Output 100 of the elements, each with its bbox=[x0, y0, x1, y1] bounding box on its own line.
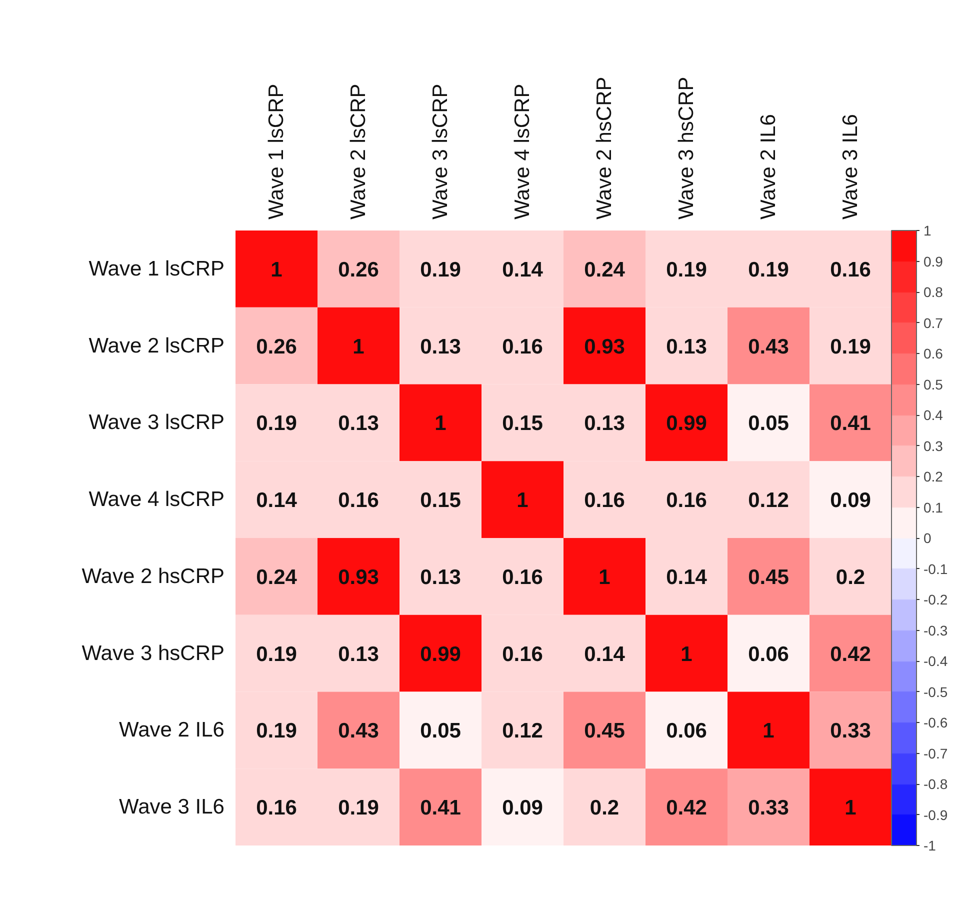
x-tick-label: Wave 2 lsCRP bbox=[347, 84, 370, 220]
data-label: 0.13 bbox=[420, 566, 461, 589]
data-label: 1 bbox=[270, 258, 283, 282]
data-label: 0.15 bbox=[502, 412, 544, 436]
color-bar-label: 0.9 bbox=[924, 253, 944, 270]
color-bar-label: -0.5 bbox=[924, 684, 948, 700]
data-label: 0.33 bbox=[830, 720, 871, 743]
data-label: 0.16 bbox=[584, 489, 625, 512]
data-label: 0.19 bbox=[748, 258, 789, 282]
data-label: 0.26 bbox=[256, 335, 297, 358]
data-label: 0.19 bbox=[338, 796, 379, 820]
data-label: 0.26 bbox=[338, 258, 379, 282]
data-label: 0.16 bbox=[502, 335, 543, 358]
data-label: 0.2 bbox=[836, 566, 866, 589]
data-label: 0.13 bbox=[420, 335, 461, 358]
data-label: 0.05 bbox=[420, 720, 462, 743]
data-label: 0.19 bbox=[830, 335, 871, 358]
y-tick-label: Wave 2 IL6 bbox=[119, 718, 225, 742]
data-label: 1 bbox=[598, 566, 611, 589]
x-tick-label: Wave 2 hsCRP bbox=[593, 76, 616, 220]
data-label: 0.19 bbox=[256, 720, 297, 743]
data-label: 0.09 bbox=[502, 796, 543, 820]
data-label: 0.12 bbox=[502, 720, 543, 743]
data-label: 0.19 bbox=[256, 412, 297, 436]
y-tick-label: Wave 3 lsCRP bbox=[88, 411, 225, 434]
x-tick-label: Wave 2 IL6 bbox=[757, 114, 780, 220]
data-label: 0.13 bbox=[338, 642, 379, 666]
data-label: 0.14 bbox=[666, 566, 708, 589]
data-label: 0.13 bbox=[666, 335, 707, 358]
data-label: 0.93 bbox=[338, 566, 379, 589]
x-tick-label: Wave 3 IL6 bbox=[839, 114, 862, 220]
data-label: 1 bbox=[516, 489, 529, 512]
data-label: 0.13 bbox=[584, 412, 625, 436]
color-bar-label: -1 bbox=[924, 838, 936, 854]
color-bar-label: 0.4 bbox=[924, 407, 944, 423]
x-tick-label: Wave 3 lsCRP bbox=[429, 84, 452, 220]
color-bar-label: 0.2 bbox=[924, 468, 944, 484]
data-label: 0.16 bbox=[338, 489, 379, 512]
data-label: 0.05 bbox=[748, 412, 790, 436]
data-label: 1 bbox=[844, 796, 857, 820]
color-bar-label: 0 bbox=[924, 530, 932, 546]
color-bar-label: 0.6 bbox=[924, 346, 944, 362]
data-label: 0.41 bbox=[830, 412, 872, 436]
data-label: 0.24 bbox=[584, 258, 626, 282]
data-label: 0.19 bbox=[420, 258, 461, 282]
color-bar-label: 0.3 bbox=[924, 438, 944, 454]
data-label: 0.19 bbox=[256, 642, 297, 666]
color-bar-label: -0.9 bbox=[924, 806, 948, 823]
color-bar-label: -0.1 bbox=[924, 560, 948, 577]
color-bar-label: -0.2 bbox=[924, 592, 948, 608]
data-label: 0.16 bbox=[502, 642, 543, 666]
data-label: 0.2 bbox=[590, 796, 620, 820]
color-bar-label: 1 bbox=[924, 222, 932, 238]
data-label: 1 bbox=[762, 720, 775, 743]
data-label: 0.14 bbox=[502, 258, 544, 282]
y-tick-label: Wave 3 IL6 bbox=[119, 796, 225, 819]
color-bar-label: 0.8 bbox=[924, 284, 944, 300]
color-bar-label: -0.4 bbox=[924, 653, 948, 669]
data-label: 0.99 bbox=[666, 412, 707, 436]
y-tick-label: Wave 4 lsCRP bbox=[88, 488, 225, 512]
data-label: 0.43 bbox=[748, 335, 789, 358]
data-label: 0.93 bbox=[584, 335, 625, 358]
data-label: 0.06 bbox=[748, 642, 789, 666]
data-label: 0.42 bbox=[830, 642, 871, 666]
data-label: 0.42 bbox=[666, 796, 707, 820]
data-label: 0.14 bbox=[256, 489, 298, 512]
data-label: 0.06 bbox=[666, 720, 707, 743]
data-label: 0.45 bbox=[584, 720, 626, 743]
data-label: 0.16 bbox=[830, 258, 871, 282]
color-bar-label: -0.3 bbox=[924, 622, 948, 638]
y-tick-label: Wave 1 lsCRP bbox=[88, 257, 225, 280]
data-label: 0.43 bbox=[338, 720, 379, 743]
data-label: 0.09 bbox=[830, 489, 871, 512]
data-label: 0.16 bbox=[256, 796, 297, 820]
data-label: 0.33 bbox=[748, 796, 789, 820]
data-label: 0.16 bbox=[502, 566, 543, 589]
data-label: 0.45 bbox=[748, 566, 790, 589]
x-tick-label: Wave 3 hsCRP bbox=[675, 76, 698, 220]
data-label: 0.19 bbox=[666, 258, 707, 282]
data-label: 1 bbox=[434, 412, 447, 436]
data-label: 0.24 bbox=[256, 566, 298, 589]
data-label: 0.16 bbox=[666, 489, 707, 512]
color-bar-label: 0.5 bbox=[924, 376, 944, 392]
data-label: 1 bbox=[352, 335, 365, 358]
x-tick-label: Wave 4 lsCRP bbox=[511, 84, 534, 220]
data-label: 0.12 bbox=[748, 489, 789, 512]
data-label: 0.15 bbox=[420, 489, 462, 512]
y-tick-label: Wave 2 lsCRP bbox=[88, 334, 225, 358]
data-label: 0.13 bbox=[338, 412, 379, 436]
data-label: 0.14 bbox=[584, 642, 626, 666]
y-tick-label: Wave 3 hsCRP bbox=[82, 642, 224, 665]
data-label: 0.41 bbox=[420, 796, 462, 820]
color-bar-label: 0.7 bbox=[924, 314, 944, 331]
color-bar-label: 0.1 bbox=[924, 499, 944, 516]
color-bar-label: -0.7 bbox=[924, 745, 948, 762]
data-label: 0.99 bbox=[420, 642, 461, 666]
y-tick-label: Wave 2 hsCRP bbox=[82, 564, 224, 588]
color-bar-label: -0.6 bbox=[924, 714, 948, 730]
data-label: 1 bbox=[680, 642, 693, 666]
color-bar-label: -0.8 bbox=[924, 776, 948, 792]
